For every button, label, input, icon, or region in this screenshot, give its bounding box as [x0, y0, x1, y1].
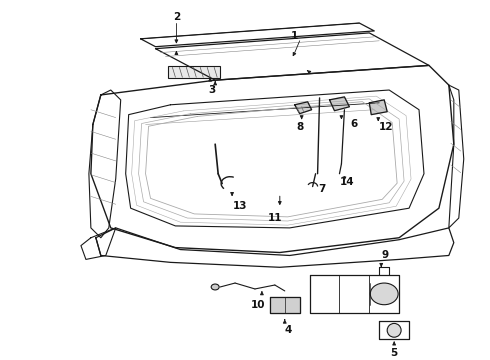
- Ellipse shape: [211, 284, 219, 290]
- Text: 8: 8: [296, 122, 303, 132]
- Text: 5: 5: [391, 348, 398, 358]
- Text: 6: 6: [351, 120, 358, 130]
- Text: 14: 14: [340, 177, 355, 186]
- Polygon shape: [329, 97, 349, 111]
- Text: 1: 1: [291, 31, 298, 41]
- Polygon shape: [369, 100, 387, 114]
- Text: 12: 12: [379, 122, 393, 132]
- Text: 11: 11: [268, 213, 282, 223]
- Polygon shape: [294, 102, 312, 114]
- FancyBboxPatch shape: [169, 66, 220, 78]
- Circle shape: [387, 323, 401, 337]
- Text: 3: 3: [209, 85, 216, 95]
- Ellipse shape: [370, 283, 398, 305]
- Text: 9: 9: [382, 251, 389, 261]
- Text: 13: 13: [233, 201, 247, 211]
- Text: 2: 2: [173, 12, 180, 22]
- Polygon shape: [270, 297, 300, 312]
- Text: 10: 10: [251, 300, 265, 310]
- Text: 4: 4: [284, 325, 292, 335]
- Text: 7: 7: [318, 184, 325, 194]
